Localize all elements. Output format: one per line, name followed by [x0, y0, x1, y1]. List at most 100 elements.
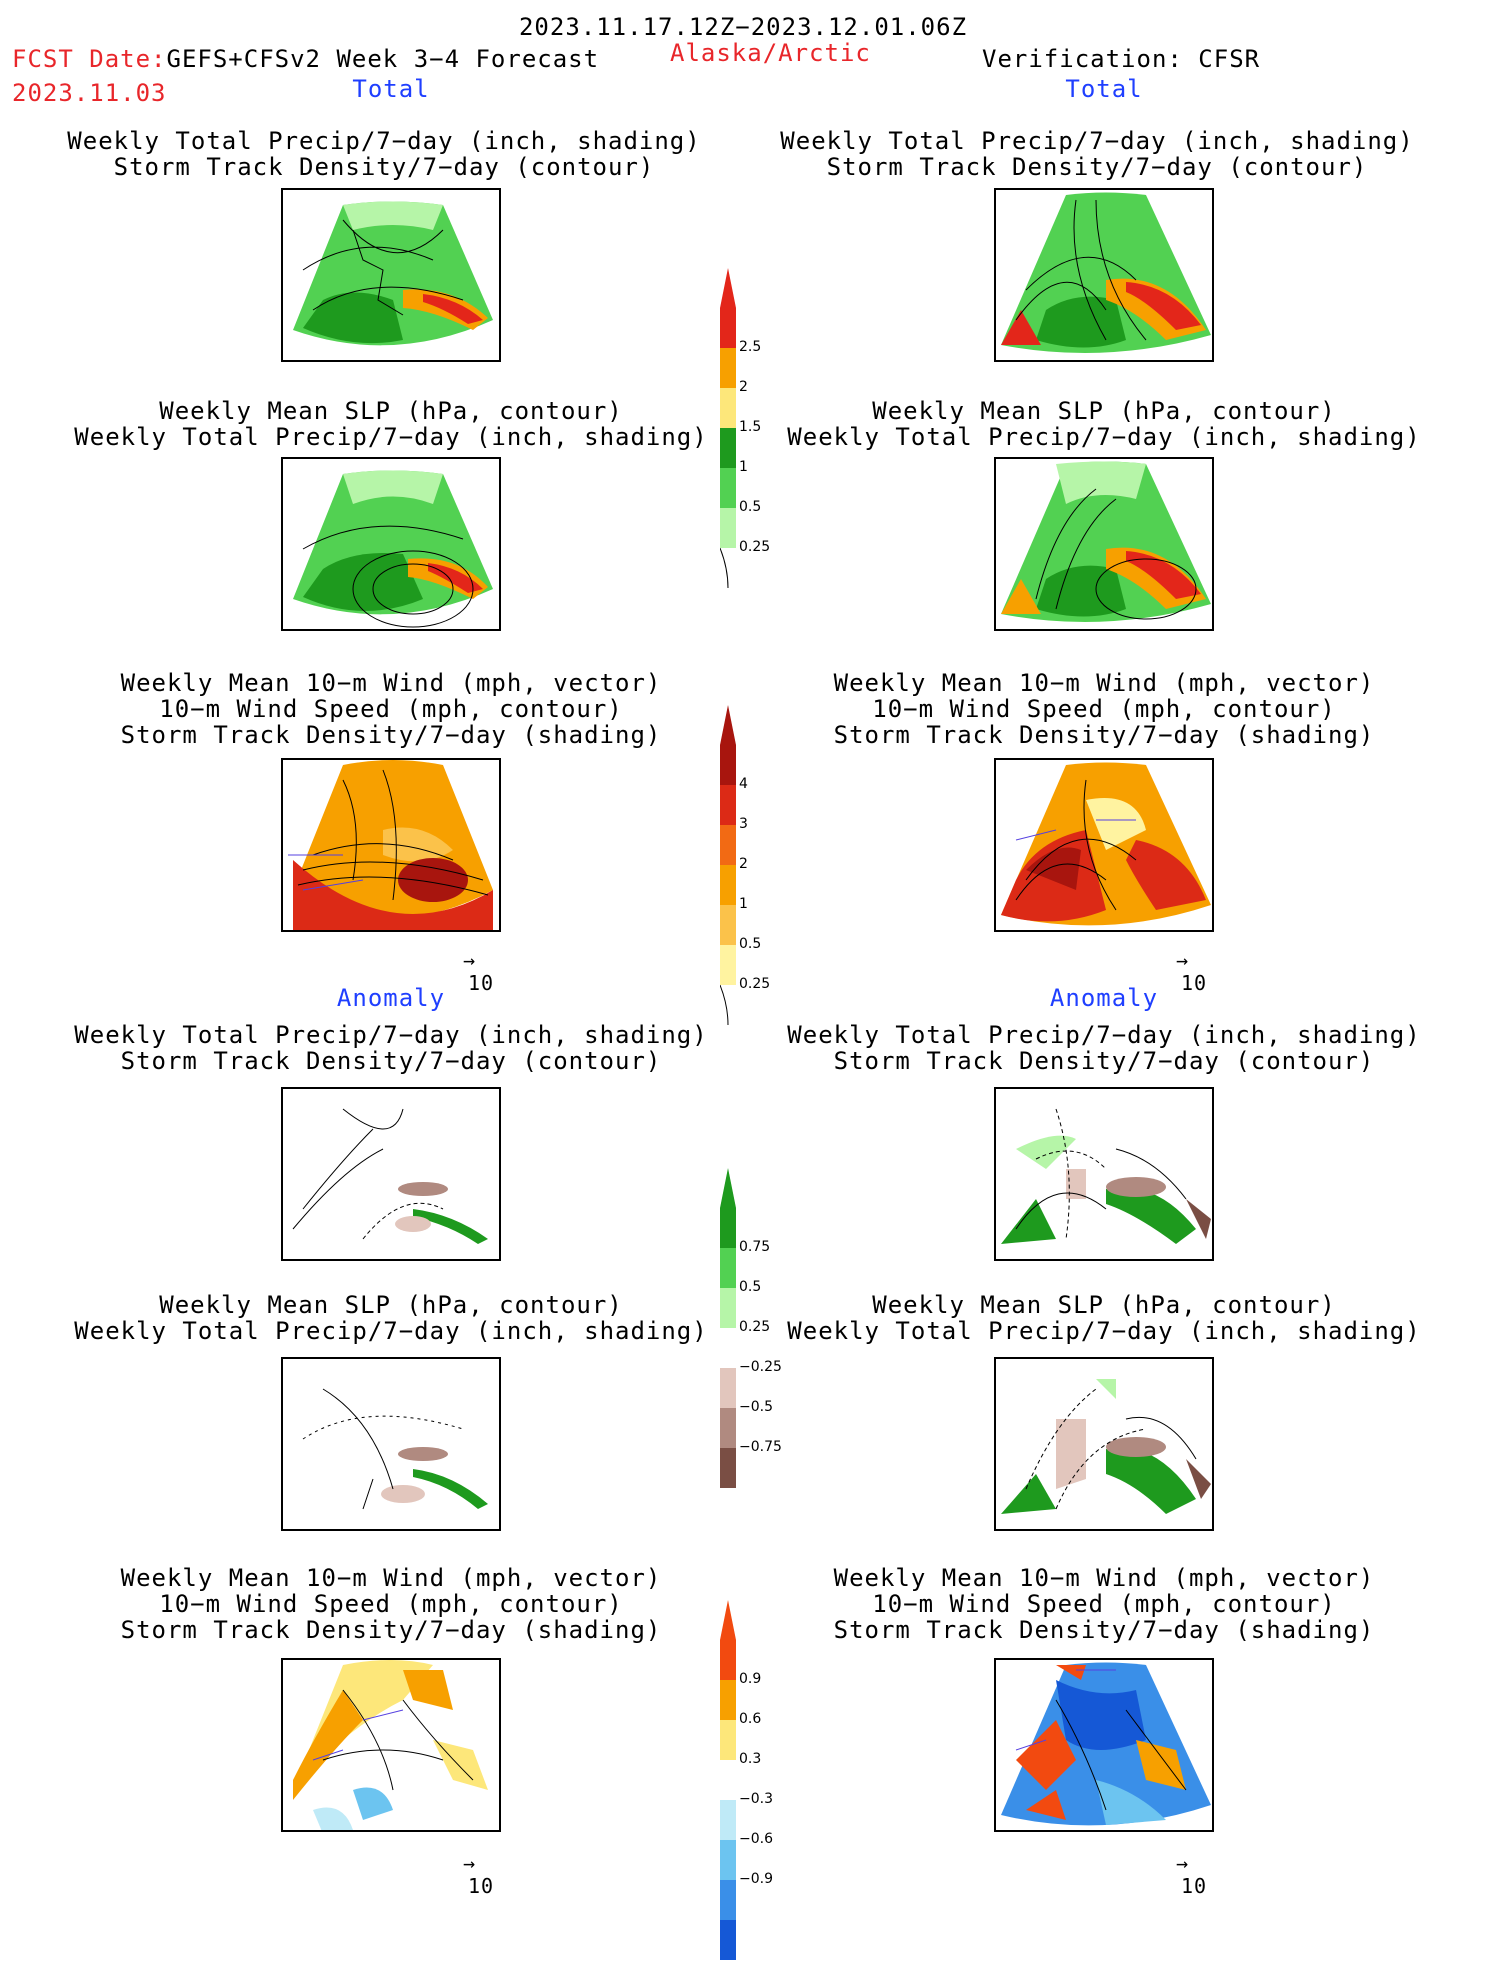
colorbar-tick-label: 2.5 [739, 339, 762, 355]
vector-ref-label: 10 [1181, 971, 1208, 995]
colorbar-segment [720, 785, 736, 825]
colorbar-segment [720, 1208, 736, 1248]
verification-label: Verification: CFSR [982, 45, 1261, 73]
colorbar-segment [720, 1448, 736, 1488]
colorbar-segment [720, 428, 736, 468]
track_total-svg [719, 705, 736, 1026]
colorbar-segment [720, 1920, 736, 1960]
colorbar-segment [720, 945, 736, 985]
colorbar-tick-label: −0.9 [739, 1871, 773, 1887]
map-total-wind-cfsr [994, 758, 1214, 932]
colorbar-top-tip [720, 268, 736, 308]
colorbar-segment [720, 1248, 736, 1288]
vector-ref-label: 10 [468, 1874, 495, 1898]
colorbar-tick-label: 0.75 [739, 1239, 771, 1255]
map-anom-slp-cfsr [994, 1357, 1214, 1531]
map-total-precip-track-fcst [281, 188, 501, 362]
map-total-precip-track-cfsr [994, 188, 1214, 362]
colorbar-segment [720, 508, 736, 548]
colorbar-tick-label: 0.5 [739, 936, 762, 952]
title-anom-slp-cfsr: Weekly Mean SLP (hPa, contour) Weekly To… [787, 1291, 1421, 1345]
region-label: Alaska/Arctic [670, 39, 871, 67]
title-total-slp-fcst: Weekly Mean SLP (hPa, contour) Weekly To… [74, 397, 708, 451]
title-anom-precip-track-cfsr: Weekly Total Precip/7−day (inch, shading… [787, 1021, 1421, 1075]
section-total-right: Total [1065, 75, 1143, 103]
vector-ref-arrow-icon: → [1176, 948, 1189, 972]
vector-ref-arrow-icon: → [1176, 1851, 1189, 1875]
fcst-label: FCST Date: [12, 45, 167, 73]
colorbar-track-anom: 0.9 0.6 0.3 −0.3 −0.6 −0.9 [720, 1600, 780, 1964]
colorbar-segment [720, 468, 736, 508]
colorbar-segment [720, 1800, 736, 1840]
colorbar-tick-label: 3 [739, 816, 748, 832]
colorbar-segment [720, 348, 736, 388]
colorbar-segment [720, 1288, 736, 1328]
colorbar-tick-label: 0.25 [739, 1319, 771, 1335]
map-anom-wind-fcst [281, 1658, 501, 1832]
title-anom-wind-fcst: Weekly Mean 10−m Wind (mph, vector) 10−m… [120, 1564, 662, 1644]
colorbar-top-tip [720, 1600, 736, 1640]
precip_total-svg [719, 268, 736, 589]
map-total-slp-fcst [281, 457, 501, 631]
colorbar-tick-label: 0.3 [739, 1751, 762, 1767]
title-anom-precip-track-fcst: Weekly Total Precip/7−day (inch, shading… [74, 1021, 708, 1075]
map-anom-slp-fcst [281, 1357, 501, 1531]
colorbar-tick-label: 0.6 [739, 1711, 762, 1727]
colorbar-segment [720, 308, 736, 348]
title-total-precip-track-cfsr: Weekly Total Precip/7−day (inch, shading… [780, 127, 1414, 181]
colorbar-segment [720, 825, 736, 865]
vector-ref-label: 10 [1181, 1874, 1208, 1898]
colorbar-segment [720, 1328, 736, 1368]
colorbar-tail [719, 547, 729, 589]
colorbar-segment [720, 1640, 736, 1680]
date-range: 2023.11.17.12Z−2023.12.01.06Z [518, 13, 968, 41]
colorbar-segment [720, 865, 736, 905]
map-anom-precip-track-fcst [281, 1087, 501, 1261]
colorbar-segment [720, 1880, 736, 1920]
colorbar-segment [720, 1840, 736, 1880]
title-anom-slp-fcst: Weekly Mean SLP (hPa, contour) Weekly To… [74, 1291, 708, 1345]
colorbar-segment [720, 1408, 736, 1448]
section-anomaly-left: Anomaly [336, 984, 446, 1012]
colorbar-tick-label: 4 [739, 776, 748, 792]
title-total-wind-fcst: Weekly Mean 10−m Wind (mph, vector) 10−m… [120, 669, 662, 749]
colorbar-segment [720, 1368, 736, 1408]
fcst-date: 2023.11.03 [12, 79, 167, 107]
colorbar-precip-total: 2.5 2 1.5 1 0.5 0.25 [719, 268, 780, 592]
colorbar-tick-label: −0.5 [739, 1399, 773, 1415]
map-total-slp-cfsr [994, 457, 1214, 631]
colorbar-tick-label: −0.75 [739, 1439, 782, 1455]
colorbar-tick-label: 0.5 [739, 1279, 762, 1295]
colorbar-tick-label: 0.5 [739, 499, 762, 515]
track_anom-svg [720, 1600, 736, 1960]
colorbar-tick-label: 0.25 [739, 976, 771, 992]
colorbar-segment [720, 1760, 736, 1800]
colorbar-top-tip [720, 1168, 736, 1208]
fcst-header: FCST Date:GEFS+CFSv2 Week 3−4 Forecast [12, 46, 599, 72]
map-anom-precip-track-cfsr [994, 1087, 1214, 1261]
title-total-slp-cfsr: Weekly Mean SLP (hPa, contour) Weekly To… [787, 397, 1421, 451]
vector-ref-arrow-icon: → [463, 1851, 476, 1875]
colorbar-tick-label: 1 [739, 459, 748, 475]
colorbar-tick-label: 0.25 [739, 539, 771, 555]
vector-ref-label: 10 [468, 971, 495, 995]
title-total-wind-cfsr: Weekly Mean 10−m Wind (mph, vector) 10−m… [833, 669, 1375, 749]
colorbar-tick-label: 1.5 [739, 419, 762, 435]
colorbar-tick-label: 2 [739, 379, 748, 395]
section-total-left: Total [352, 75, 430, 103]
colorbar-precip-anom: 0.75 0.5 0.25 −0.25 −0.5 −0.75 [720, 1168, 782, 1492]
title-total-precip-track-fcst: Weekly Total Precip/7−day (inch, shading… [67, 127, 701, 181]
colorbar-tick-label: −0.6 [739, 1831, 773, 1847]
title-anom-wind-cfsr: Weekly Mean 10−m Wind (mph, vector) 10−m… [833, 1564, 1375, 1644]
colorbar-tick-label: −0.25 [739, 1359, 782, 1375]
map-anom-wind-cfsr [994, 1658, 1214, 1832]
colorbar-segment [720, 1720, 736, 1760]
colorbar-top-tip [720, 705, 736, 745]
colorbar-tick-label: 0.9 [739, 1671, 762, 1687]
section-anomaly-right: Anomaly [1049, 984, 1159, 1012]
colorbar-tick-label: 1 [739, 896, 748, 912]
colorbar-tick-label: 2 [739, 856, 748, 872]
fcst-model: GEFS+CFSv2 Week 3−4 Forecast [166, 45, 600, 73]
map-total-wind-fcst [281, 758, 501, 932]
colorbar-segment [720, 1680, 736, 1720]
